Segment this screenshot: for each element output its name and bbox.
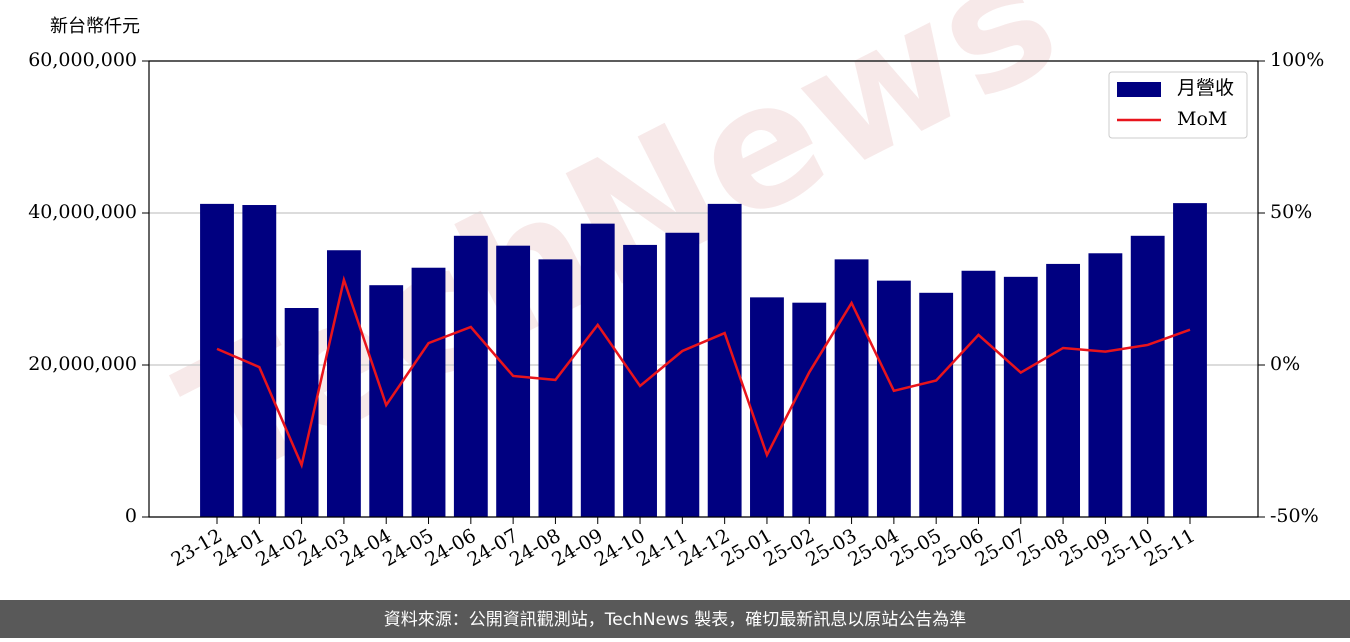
y-tick-label: 0	[125, 505, 137, 527]
bar	[1046, 263, 1081, 517]
bar	[580, 223, 615, 517]
y-tick-label: 40,000,000	[28, 201, 137, 223]
bar	[369, 285, 404, 517]
y-tick-label: 60,000,000	[28, 49, 137, 71]
bar	[961, 270, 996, 517]
plot-frame	[148, 60, 1259, 518]
bar	[1088, 253, 1123, 517]
footer-text: 資料來源：公開資訊觀測站，TechNews 製表，確切最新訊息以原站公告為準	[384, 610, 966, 630]
bar	[792, 302, 827, 517]
line	[216, 275, 1191, 470]
bar	[750, 297, 784, 517]
bar	[411, 267, 446, 517]
y2-tick-label: -50%	[1270, 505, 1319, 527]
legend-label: MoM	[1177, 108, 1227, 130]
bar	[538, 259, 573, 517]
legend-swatch	[1117, 82, 1161, 97]
bar	[453, 235, 488, 518]
y2-tick-label: 100%	[1270, 49, 1324, 71]
bar	[1173, 203, 1207, 517]
y2-tick-label: 50%	[1270, 201, 1312, 223]
bar	[1130, 235, 1165, 518]
y2-tick-label: 0%	[1270, 353, 1300, 375]
bar	[665, 232, 700, 517]
y-tick-label: 20,000,000	[28, 353, 137, 375]
bar	[623, 244, 657, 518]
bar	[919, 292, 954, 517]
legend-label: 月營收	[1177, 77, 1234, 99]
bar	[326, 250, 361, 518]
bar	[200, 203, 234, 517]
footer-bar	[0, 600, 1350, 638]
bar	[1003, 276, 1038, 517]
bar	[834, 259, 869, 517]
bar	[496, 245, 531, 517]
bar	[707, 203, 742, 517]
y-axis-title: 新台幣仟元	[50, 16, 140, 37]
bar	[876, 280, 911, 517]
